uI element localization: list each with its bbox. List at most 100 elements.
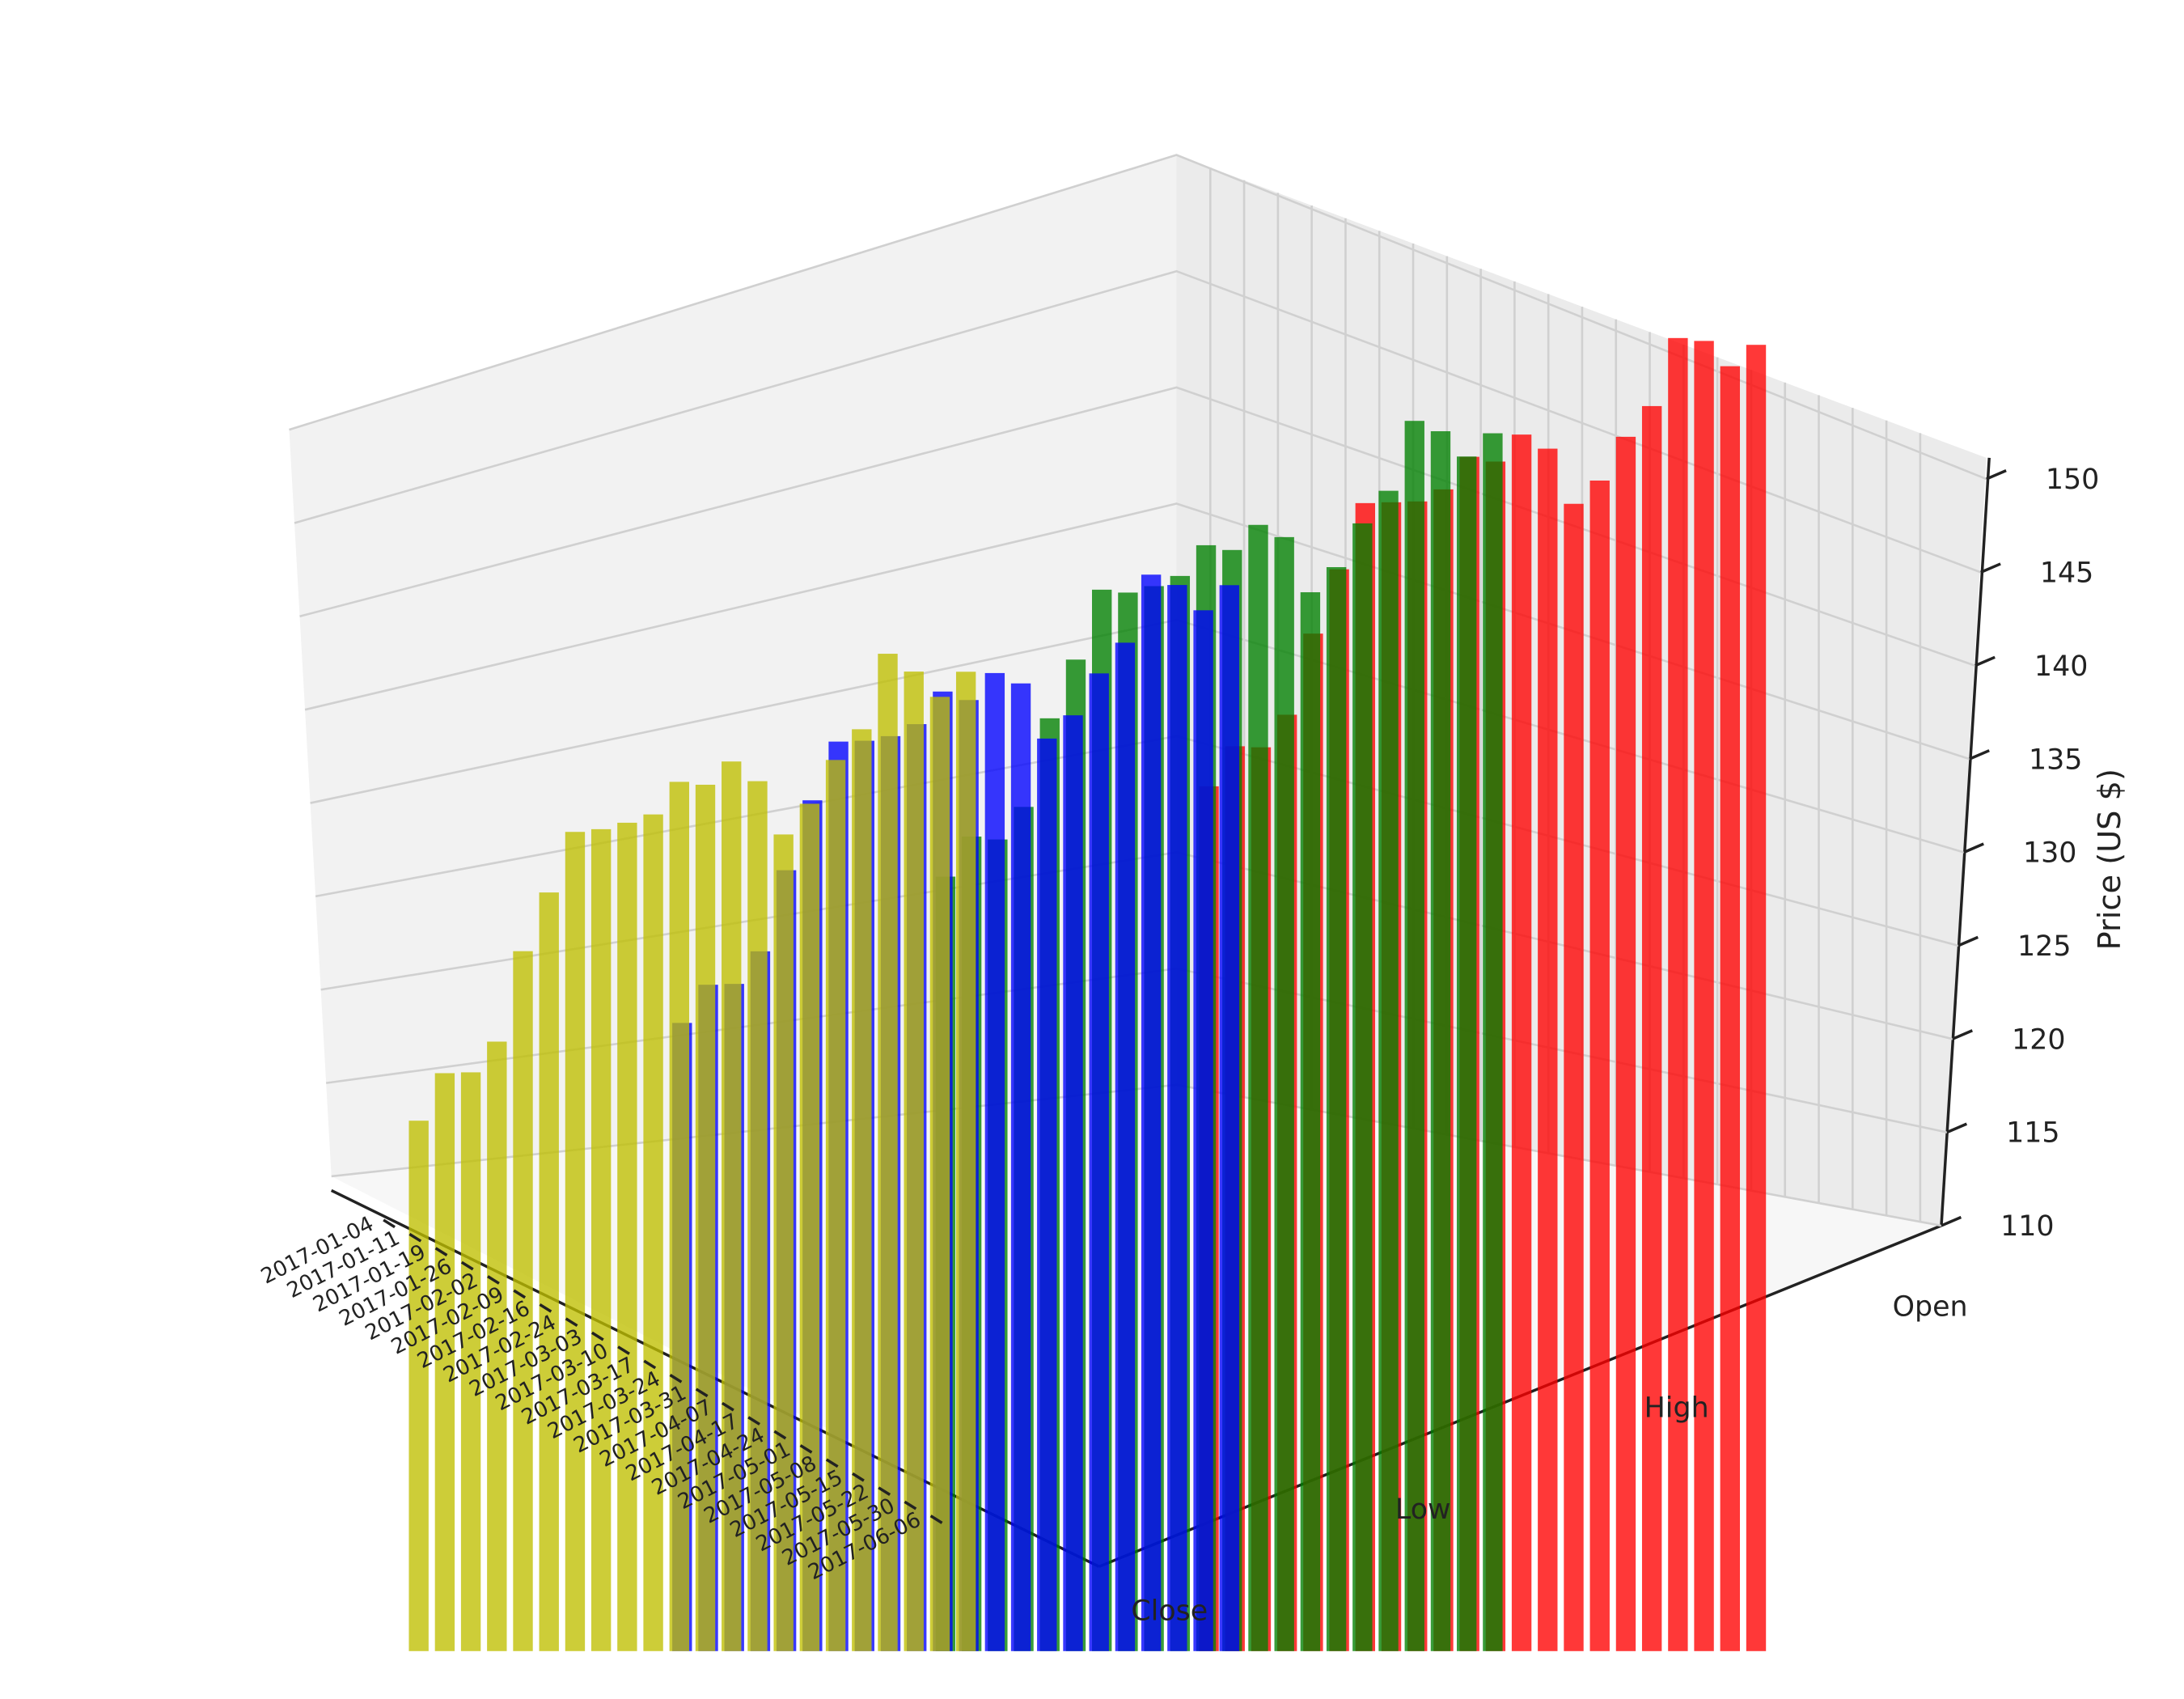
bar	[1430, 431, 1451, 1651]
z-tick	[1980, 562, 2001, 574]
date-tick	[878, 1486, 891, 1496]
z-tick-label: 150	[2046, 464, 2099, 496]
series-label: High	[1644, 1392, 1709, 1425]
bar	[1538, 448, 1558, 1651]
bar	[617, 822, 637, 1651]
bar	[1326, 567, 1347, 1651]
date-tick	[565, 1317, 578, 1328]
date-tick	[825, 1458, 839, 1468]
bar	[1720, 366, 1740, 1651]
bar	[878, 654, 898, 1651]
date-tick	[383, 1218, 396, 1229]
bar	[1300, 592, 1321, 1651]
z-tick-label: 140	[2034, 650, 2088, 683]
bar	[695, 784, 716, 1651]
date-tick	[408, 1232, 422, 1243]
bar	[825, 760, 846, 1651]
z-axis	[1940, 457, 1991, 1227]
bar	[565, 832, 586, 1651]
bar	[1404, 421, 1424, 1651]
bar	[434, 1073, 455, 1651]
bar	[984, 672, 1005, 1651]
bar	[513, 951, 533, 1651]
bar	[1589, 480, 1610, 1651]
z-axis-label: Price (US $)	[2092, 769, 2128, 950]
z-tick	[1969, 749, 1990, 761]
bar	[1063, 715, 1083, 1651]
bar	[1746, 345, 1767, 1651]
date-tick	[695, 1388, 709, 1398]
bar	[1694, 341, 1714, 1651]
bar	[799, 803, 820, 1651]
date-tick	[590, 1331, 604, 1341]
bar	[539, 892, 559, 1651]
date-tick	[460, 1260, 474, 1271]
bar	[773, 834, 794, 1651]
bar	[904, 672, 924, 1651]
date-tick	[669, 1374, 683, 1383]
bar	[722, 761, 742, 1651]
z-tick	[1946, 1122, 1968, 1134]
date-tick	[643, 1359, 657, 1370]
bar	[1167, 585, 1187, 1651]
bar	[1089, 673, 1109, 1651]
bar	[460, 1072, 481, 1651]
series-label: Close	[1131, 1595, 1208, 1627]
bar	[1615, 436, 1636, 1651]
bar	[669, 782, 689, 1651]
bar	[1037, 738, 1057, 1651]
bar	[929, 697, 950, 1651]
bar	[1193, 610, 1213, 1651]
z-tick-label: 115	[2006, 1117, 2059, 1150]
bar	[1248, 524, 1268, 1651]
date-tick	[434, 1247, 448, 1256]
bar	[1456, 456, 1477, 1651]
bar	[1274, 536, 1294, 1651]
date-tick	[513, 1289, 527, 1299]
z-tick-label: 120	[2012, 1023, 2065, 1056]
bar	[1564, 503, 1584, 1651]
bar	[955, 672, 976, 1651]
date-tick	[721, 1401, 734, 1412]
z-tick	[1974, 655, 1996, 667]
bar	[487, 1041, 507, 1651]
series-label: Low	[1395, 1494, 1451, 1526]
date-tick	[487, 1275, 500, 1285]
z-tick	[1958, 935, 1979, 947]
date-tick	[904, 1500, 917, 1510]
z-tick-label: 130	[2023, 837, 2076, 870]
date-tick	[539, 1303, 552, 1313]
date-tick	[747, 1416, 760, 1426]
z-tick	[1963, 842, 1984, 854]
bar	[1378, 490, 1399, 1651]
z-tick	[1986, 468, 2007, 481]
bar	[1352, 523, 1373, 1651]
bar	[852, 729, 872, 1651]
bar	[1483, 433, 1503, 1651]
z-tick-label: 110	[2000, 1210, 2054, 1243]
bar	[1115, 642, 1136, 1651]
date-tick	[929, 1515, 943, 1524]
bar	[747, 781, 768, 1651]
bar	[1668, 337, 1688, 1651]
bar	[1511, 434, 1532, 1651]
bar	[1641, 405, 1662, 1651]
bars	[408, 337, 1767, 1651]
labels: 1101151201251301351401451502017-01-04201…	[257, 464, 2099, 1627]
z-tick	[1952, 1029, 1973, 1040]
z-tick-label: 125	[2017, 930, 2071, 963]
bar	[590, 828, 612, 1651]
bar	[1141, 574, 1162, 1651]
date-tick	[773, 1430, 787, 1440]
z-tick-label: 135	[2029, 744, 2082, 776]
bar	[643, 814, 663, 1651]
date-tick	[799, 1444, 813, 1454]
bar	[1219, 585, 1239, 1651]
z-tick	[1941, 1215, 1962, 1227]
bar	[408, 1121, 429, 1651]
z-tick-label: 145	[2040, 557, 2093, 590]
bar	[1010, 683, 1031, 1651]
date-tick	[852, 1472, 865, 1482]
